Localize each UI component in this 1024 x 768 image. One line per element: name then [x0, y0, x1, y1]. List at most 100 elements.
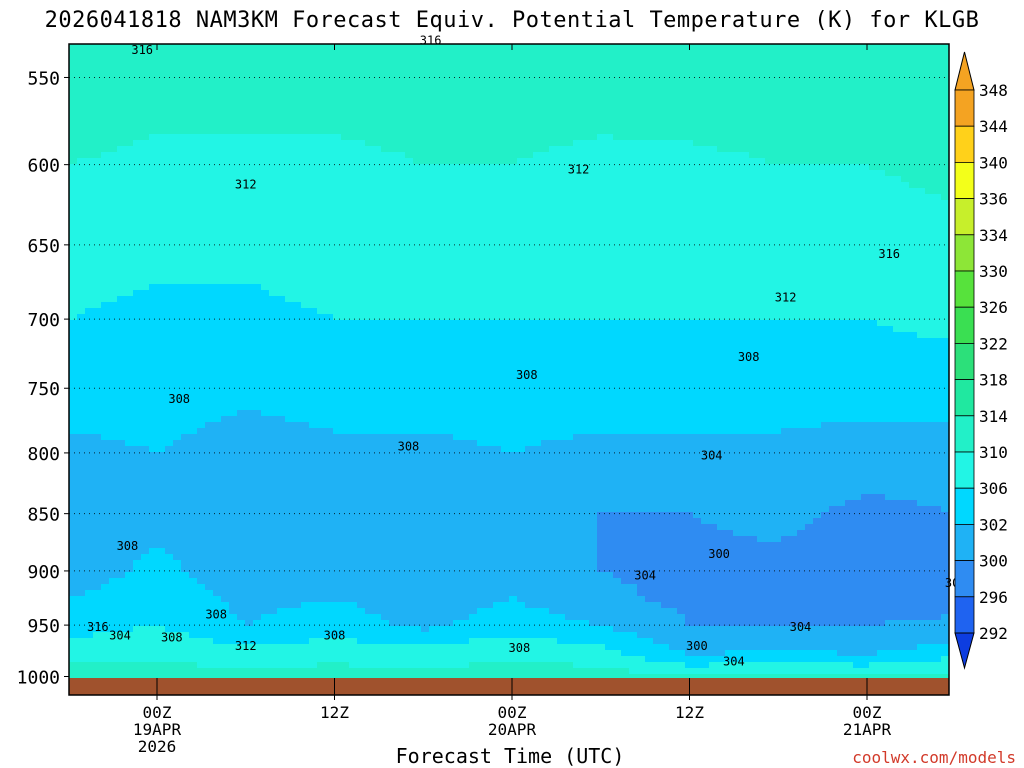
heatmap-cell [125, 158, 134, 165]
heatmap-cell [709, 284, 718, 291]
heatmap-cell [725, 104, 734, 111]
heatmap-cell [757, 68, 766, 75]
heatmap-cell [613, 80, 622, 87]
heatmap-cell [229, 62, 238, 69]
heatmap-cell [741, 212, 750, 219]
heatmap-cell [69, 86, 78, 93]
heatmap-cell [285, 92, 294, 99]
heatmap-cell [101, 62, 110, 69]
heatmap-cell [157, 254, 166, 261]
heatmap-cell [629, 218, 638, 225]
heatmap-cell [829, 176, 838, 183]
heatmap-cell [245, 236, 254, 243]
heatmap-cell [453, 182, 462, 189]
heatmap-cell [189, 146, 198, 153]
heatmap-cell [533, 74, 542, 81]
heatmap-cell [813, 98, 822, 105]
heatmap-cell [349, 188, 358, 195]
heatmap-cell [749, 182, 758, 189]
heatmap-cell [365, 182, 374, 189]
heatmap-cell [533, 86, 542, 93]
heatmap-cell [941, 134, 949, 141]
heatmap-cell [541, 308, 550, 315]
heatmap-cell [253, 134, 262, 141]
heatmap-cell [893, 254, 902, 261]
heatmap-cell [677, 296, 686, 303]
heatmap-cell [773, 224, 782, 231]
heatmap-cell [349, 116, 358, 123]
heatmap-cell [261, 68, 270, 75]
heatmap-cell [893, 158, 902, 165]
heatmap-cell [821, 62, 830, 69]
heatmap-cell [261, 272, 270, 279]
heatmap-cell [877, 278, 886, 285]
heatmap-cell [917, 224, 926, 231]
heatmap-cell [541, 284, 550, 291]
heatmap-cell [501, 272, 510, 279]
heatmap-cell [429, 224, 438, 231]
heatmap-cell [581, 68, 590, 75]
heatmap-cell [413, 248, 422, 255]
heatmap-cell [901, 272, 910, 279]
heatmap-cell [597, 104, 606, 111]
heatmap-cell [717, 92, 726, 99]
heatmap-cell [301, 296, 310, 303]
heatmap-cell [725, 302, 734, 309]
heatmap-cell [517, 218, 526, 225]
heatmap-cell [253, 194, 262, 201]
heatmap-cell [125, 308, 134, 315]
heatmap-cell [493, 188, 502, 195]
heatmap-cell [877, 182, 886, 189]
heatmap-cell [629, 308, 638, 315]
heatmap-cell [453, 212, 462, 219]
heatmap-cell [85, 68, 94, 75]
heatmap-cell [837, 212, 846, 219]
heatmap-cell [69, 68, 78, 75]
heatmap-cell [869, 44, 878, 51]
heatmap-cell [869, 74, 878, 81]
heatmap-cell [437, 212, 446, 219]
heatmap-cell [901, 206, 910, 213]
heatmap-cell [773, 128, 782, 135]
heatmap-cell [885, 182, 894, 189]
heatmap-cell [373, 224, 382, 231]
heatmap-cell [469, 110, 478, 117]
heatmap-cell [325, 236, 334, 243]
heatmap-cell [581, 254, 590, 261]
heatmap-cell [445, 200, 454, 207]
heatmap-cell [421, 158, 430, 165]
heatmap-cell [101, 140, 110, 147]
heatmap-cell [757, 254, 766, 261]
heatmap-cell [205, 98, 214, 105]
heatmap-cell [789, 86, 798, 93]
heatmap-cell [853, 290, 862, 297]
heatmap-cell [853, 260, 862, 267]
heatmap-cell [589, 110, 598, 117]
heatmap-cell [541, 140, 550, 147]
heatmap-cell [93, 128, 102, 135]
heatmap-cell [261, 104, 270, 111]
heatmap-cell [333, 158, 342, 165]
heatmap-cell [781, 302, 790, 309]
heatmap-cell [773, 92, 782, 99]
heatmap-cell [109, 242, 118, 249]
heatmap-cell [477, 98, 486, 105]
heatmap-cell [93, 98, 102, 105]
heatmap-cell [301, 152, 310, 159]
heatmap-cell [733, 230, 742, 237]
heatmap-cell [613, 116, 622, 123]
heatmap-cell [901, 224, 910, 231]
heatmap-cell [845, 56, 854, 63]
heatmap-cell [557, 128, 566, 135]
heatmap-cell [317, 248, 326, 255]
heatmap-cell [517, 236, 526, 243]
heatmap-cell [685, 98, 694, 105]
heatmap-cell [701, 212, 710, 219]
heatmap-cell [453, 62, 462, 69]
heatmap-cell [493, 266, 502, 273]
heatmap-cell [613, 86, 622, 93]
heatmap-cell [797, 164, 806, 171]
heatmap-cell [581, 212, 590, 219]
heatmap-cell [517, 68, 526, 75]
heatmap-cell [429, 158, 438, 165]
